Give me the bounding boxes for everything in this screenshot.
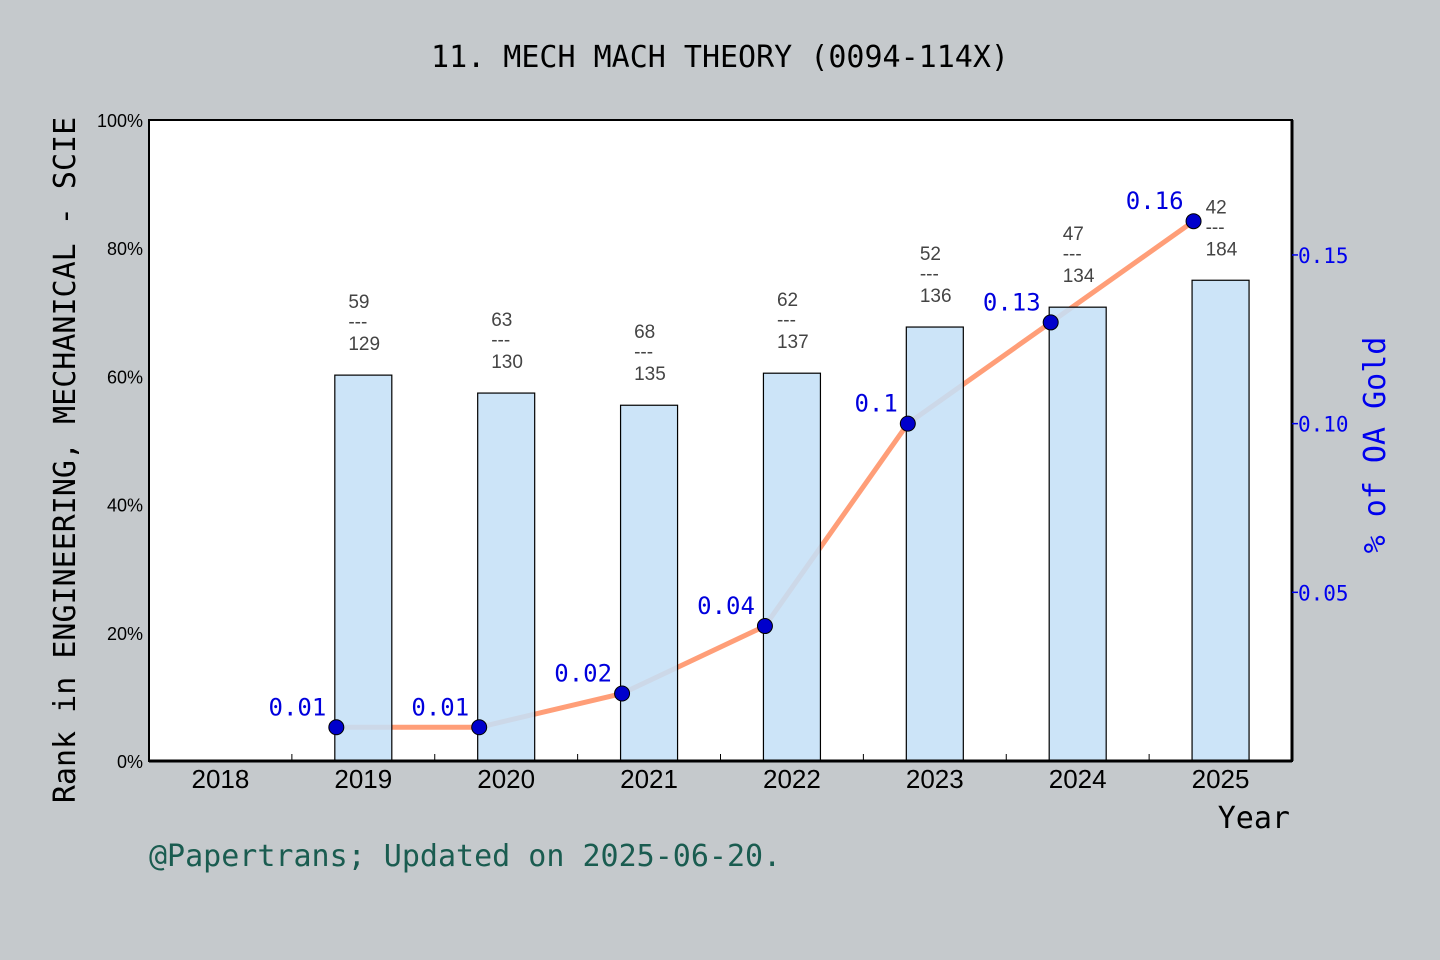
oa-gold-point-2022 xyxy=(756,618,773,635)
y2-tick-label: 0.10 xyxy=(1298,413,1349,437)
rank-value: 68 xyxy=(634,322,655,343)
x-tick-label: 2019 xyxy=(334,764,392,794)
rank-value: 52 xyxy=(920,244,941,265)
oa-gold-point-2023 xyxy=(899,415,916,432)
x-tick-label: 2025 xyxy=(1192,764,1250,794)
rank-divider: --- xyxy=(1206,217,1225,238)
rank-divider: --- xyxy=(634,342,653,363)
rank-total: 136 xyxy=(920,286,952,307)
rank-divider: --- xyxy=(1063,244,1082,265)
x-tick-label: 2022 xyxy=(763,764,821,794)
chart-title: 11. MECH MACH THEORY (0094-114X) xyxy=(431,40,1009,75)
oa-gold-label-2025: 0.16 xyxy=(1126,187,1184,215)
y2-tick-label: 0.15 xyxy=(1298,244,1349,268)
rank-divider: --- xyxy=(920,264,939,285)
oa-gold-point-2025 xyxy=(1185,213,1202,230)
x-tick-label: 2023 xyxy=(906,764,964,794)
rank-divider: --- xyxy=(348,312,367,333)
y-tick-label: 0% xyxy=(117,752,143,772)
oa-gold-point-2019 xyxy=(328,719,345,736)
rank-total: 129 xyxy=(348,334,380,355)
y-tick-label: 80% xyxy=(107,239,143,259)
rank-label-2025: 42---184 xyxy=(1206,197,1238,260)
y-tick-label: 20% xyxy=(107,624,143,644)
oa-gold-label-2021: 0.02 xyxy=(554,660,612,688)
rank-bar-2019 xyxy=(334,374,393,762)
rank-label-2022: 62---137 xyxy=(777,290,809,353)
x-tick-label: 2020 xyxy=(477,764,535,794)
rank-bar-2021 xyxy=(619,404,679,762)
x-axis-label: Year xyxy=(1218,801,1290,836)
oa-gold-label-2024: 0.13 xyxy=(983,288,1041,316)
rank-bar-2022 xyxy=(762,372,822,762)
rank-value: 62 xyxy=(777,290,798,311)
y-tick-label: 60% xyxy=(107,367,143,387)
rank-total: 184 xyxy=(1206,239,1238,260)
rank-value: 47 xyxy=(1063,224,1084,245)
rank-total: 130 xyxy=(491,352,523,373)
rank-label-2021: 68---135 xyxy=(634,322,666,385)
oa-gold-label-2023: 0.1 xyxy=(854,390,897,418)
oa-gold-point-2024 xyxy=(1042,314,1059,331)
rank-value: 42 xyxy=(1206,197,1227,218)
rank-bar-2025 xyxy=(1191,279,1250,762)
rank-bar-2024 xyxy=(1048,306,1107,762)
rank-label-2019: 59---129 xyxy=(348,292,380,355)
footer-note: @Papertrans; Updated on 2025-06-20. xyxy=(149,839,781,874)
rank-label-2020: 63---130 xyxy=(491,310,523,373)
oa-gold-label-2019: 0.01 xyxy=(269,693,327,721)
oa-gold-label-2022: 0.04 xyxy=(697,592,755,620)
oa-gold-point-2021 xyxy=(614,685,631,702)
plot-area xyxy=(149,120,1292,761)
rank-value: 63 xyxy=(491,310,512,331)
x-tick-label: 2024 xyxy=(1049,764,1107,794)
rank-label-2023: 52---136 xyxy=(920,244,952,307)
x-tick-label: 2018 xyxy=(192,764,250,794)
oa-gold-point-2020 xyxy=(471,719,488,736)
rank-total: 137 xyxy=(777,332,809,353)
x-tick-label: 2021 xyxy=(620,764,678,794)
rank-total: 134 xyxy=(1063,266,1095,287)
y2-axis-label: % of OA Gold xyxy=(1358,337,1393,554)
rank-value: 59 xyxy=(348,292,369,313)
rank-divider: --- xyxy=(777,310,796,331)
rank-bar-2023 xyxy=(905,326,964,762)
y-tick-label: 40% xyxy=(107,496,143,516)
y-axis-label: Rank in ENGINEERING, MECHANICAL - SCIE xyxy=(48,117,83,803)
rank-divider: --- xyxy=(491,330,510,351)
rank-label-2024: 47---134 xyxy=(1063,224,1095,287)
oa-gold-label-2020: 0.01 xyxy=(411,693,469,721)
rank-total: 135 xyxy=(634,364,666,385)
y-tick-label: 100% xyxy=(97,111,143,131)
y2-tick-label: 0.05 xyxy=(1298,581,1349,605)
rank-bar-2020 xyxy=(477,392,536,762)
